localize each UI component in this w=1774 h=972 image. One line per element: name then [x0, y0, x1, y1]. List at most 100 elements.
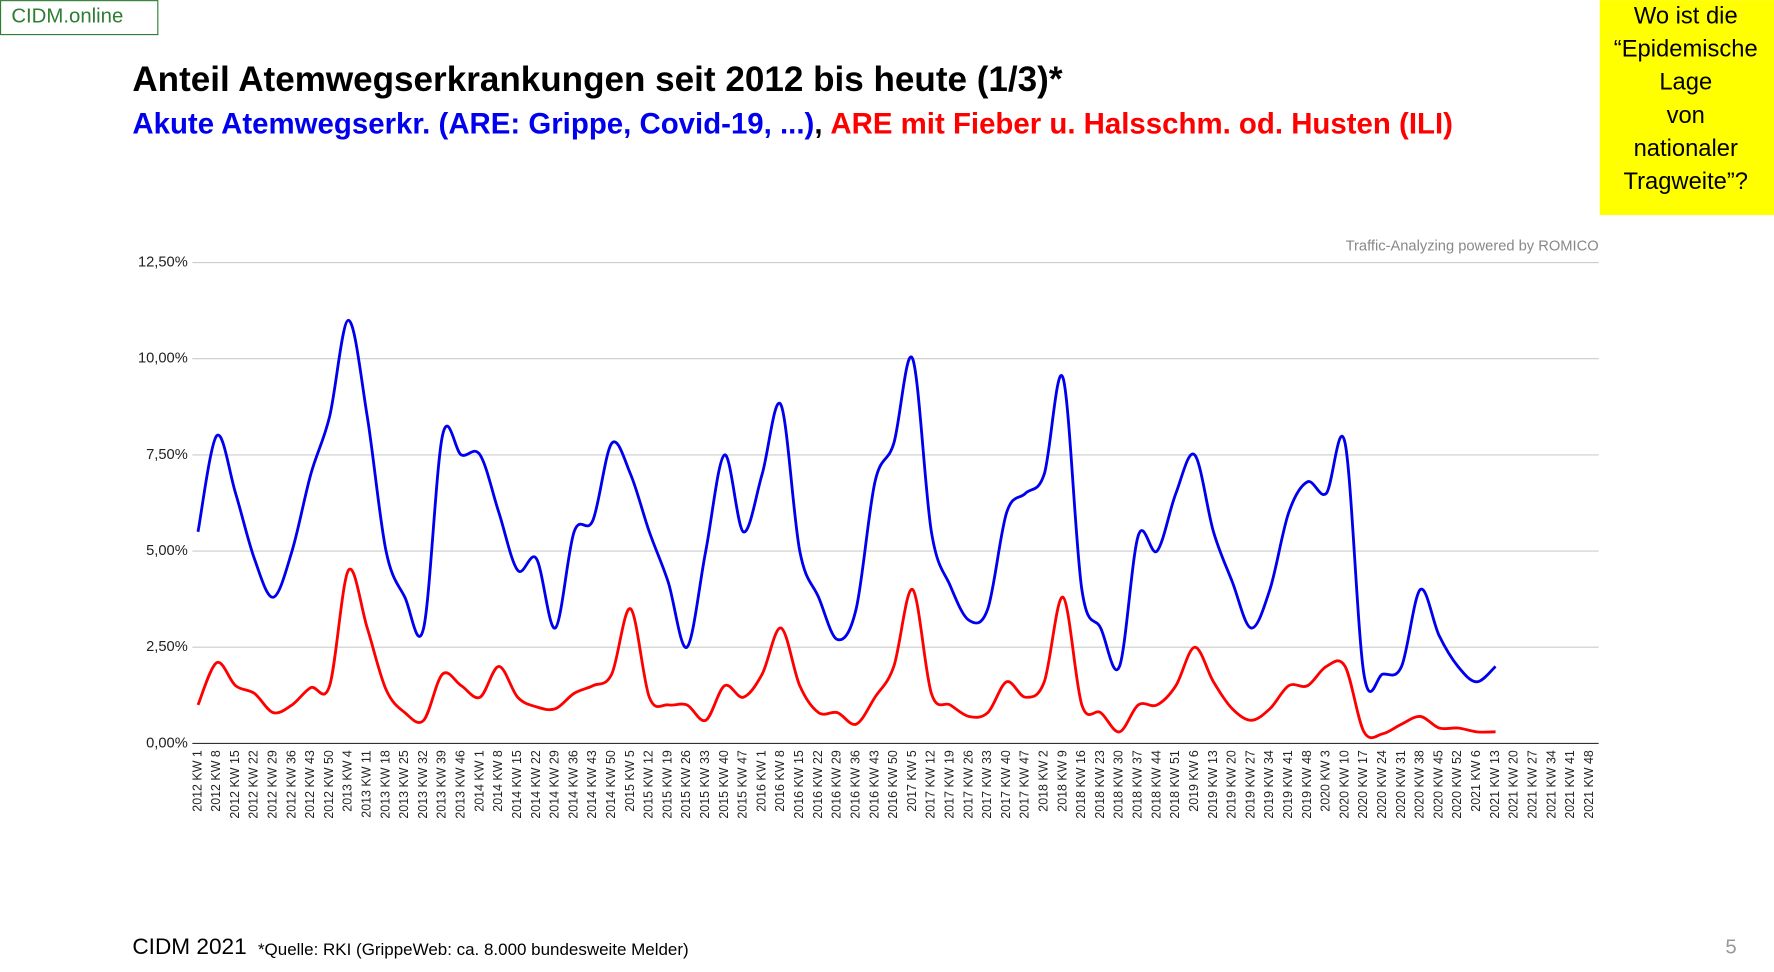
subtitle: Akute Atemwegserkr. (ARE: Grippe, Covid-… — [132, 107, 1453, 140]
x-tick-label: 2017 KW 47 — [1018, 750, 1032, 819]
x-tick-label: 2018 KW 16 — [1074, 750, 1088, 819]
callout-line: Tragweite”? — [1623, 168, 1748, 195]
x-tick-label: 2016 KW 43 — [867, 750, 881, 819]
callout-line: Lage — [1659, 69, 1712, 96]
x-tick-label: 2019 KW 13 — [1206, 750, 1220, 819]
x-tick-label: 2017 KW 19 — [942, 750, 956, 819]
callout-line: “Epidemische — [1614, 35, 1758, 62]
x-tick-label: 2020 KW 38 — [1413, 750, 1427, 819]
x-tick-label: 2012 KW 8 — [209, 750, 223, 812]
x-tick-label: 2016 KW 15 — [792, 750, 806, 819]
data-line — [196, 567, 1496, 740]
x-tick-label: 2021 KW 27 — [1525, 750, 1539, 819]
legend-entry: ARE mit Fieber u. Halsschm. od. Husten (… — [830, 107, 1453, 140]
x-tick-label: 2012 KW 36 — [284, 750, 298, 819]
x-tick-label: 2018 KW 23 — [1093, 750, 1107, 819]
x-tick-label: 2019 KW 20 — [1225, 750, 1239, 819]
x-tick-label: 2019 KW 34 — [1262, 750, 1276, 819]
x-tick-label: 2013 KW 46 — [454, 750, 468, 819]
x-tick-label: 2016 KW 8 — [773, 750, 787, 812]
x-tick-label: 2018 KW 44 — [1149, 750, 1163, 819]
x-tick-label: 2021 KW 34 — [1544, 750, 1558, 819]
x-tick-label: 2018 KW 9 — [1055, 750, 1069, 812]
annotation: Traffic-Analyzing powered by ROMICO — [1346, 239, 1599, 255]
x-tick-label: 2015 KW 19 — [660, 750, 674, 819]
x-tick-label: 2020 KW 52 — [1450, 750, 1464, 819]
x-tick-label: 2013 KW 32 — [416, 750, 430, 819]
x-tick-label: 2019 KW 48 — [1300, 750, 1314, 819]
x-tick-label: 2019 KW 27 — [1243, 750, 1257, 819]
x-tick-label: 2014 KW 22 — [529, 750, 543, 819]
callout-box — [1599, 0, 1774, 216]
x-tick-label: 2012 KW 22 — [247, 750, 261, 819]
x-tick-label: 2020 KW 24 — [1375, 750, 1389, 819]
x-tick-label: 2012 KW 50 — [322, 750, 336, 819]
x-tick-label: 2018 KW 2 — [1037, 750, 1051, 812]
x-tick-label: 2017 KW 26 — [961, 750, 975, 819]
x-tick-label: 2021 KW 20 — [1507, 750, 1521, 819]
subtitle-separator: , — [814, 107, 822, 140]
brand-box — [0, 0, 159, 36]
x-tick-label: 2015 KW 26 — [679, 750, 693, 819]
legend-entry: Akute Atemwegserkr. (ARE: Grippe, Covid-… — [132, 107, 814, 140]
x-tick-label: 2013 KW 18 — [378, 750, 392, 819]
x-tick-label: 2016 KW 22 — [811, 750, 825, 819]
footer-source: *Quelle: RKI (GrippeWeb: ca. 8.000 bunde… — [258, 940, 689, 959]
x-tick-label: 2013 KW 39 — [435, 750, 449, 819]
x-tick-label: 2020 KW 17 — [1356, 750, 1370, 819]
y-tick-label: 5,00% — [146, 543, 188, 559]
x-tick-label: 2014 KW 50 — [604, 750, 618, 819]
y-tick-label: 10,00% — [138, 351, 188, 367]
x-tick-label: 2017 KW 5 — [905, 750, 919, 812]
x-tick-label: 2021 KW 13 — [1488, 750, 1502, 819]
brand: CIDM.online — [11, 5, 123, 27]
x-tick-label: 2013 KW 11 — [360, 750, 374, 818]
x-tick-label: 2017 KW 12 — [924, 750, 938, 819]
y-tick-label: 12,50% — [138, 254, 188, 270]
x-tick-label: 2012 KW 1 — [190, 750, 204, 812]
x-tick-label: 2015 KW 40 — [717, 750, 731, 819]
x-tick-label: 2014 KW 8 — [491, 750, 505, 812]
x-tick-label: 2015 KW 12 — [642, 750, 656, 819]
x-tick-label: 2012 KW 15 — [228, 750, 242, 819]
x-tick-label: 2017 KW 33 — [980, 750, 994, 819]
y-tick-label: 7,50% — [146, 447, 188, 463]
x-tick-label: 2018 KW 51 — [1168, 750, 1182, 819]
x-tick-label: 2013 KW 25 — [397, 750, 411, 819]
x-tick-label: 2016 KW 50 — [886, 750, 900, 819]
callout-line: Wo ist die — [1634, 2, 1738, 29]
x-tick-label: 2017 KW 40 — [999, 750, 1013, 819]
x-tick-label: 2012 KW 29 — [265, 750, 279, 819]
x-tick-label: 2015 KW 5 — [623, 750, 637, 812]
y-tick-label: 0,00% — [146, 735, 188, 751]
x-tick-label: 2014 KW 15 — [510, 750, 524, 819]
callout-line: von — [1667, 102, 1705, 129]
x-tick-label: 2014 KW 36 — [566, 750, 580, 819]
page-number: 5 — [1725, 937, 1736, 959]
footer-left: CIDM 2021 — [132, 934, 246, 959]
x-tick-label: 2019 KW 41 — [1281, 750, 1295, 819]
x-tick-label: 2016 KW 1 — [754, 750, 768, 812]
x-tick-label: 2014 KW 29 — [548, 750, 562, 819]
chart-title: Anteil Atemwegserkrankungen seit 2012 bi… — [132, 60, 1062, 99]
x-tick-label: 2021 KW 48 — [1582, 750, 1596, 819]
x-tick-label: 2012 KW 43 — [303, 750, 317, 819]
data-line — [196, 318, 1497, 693]
x-tick-label: 2015 KW 47 — [736, 750, 750, 819]
x-tick-label: 2013 KW 4 — [341, 750, 355, 812]
x-tick-label: 2014 KW 43 — [585, 750, 599, 819]
x-tick-label: 2020 KW 45 — [1431, 750, 1445, 819]
x-tick-label: 2020 KW 10 — [1337, 750, 1351, 819]
x-tick-label: 2019 KW 6 — [1187, 750, 1201, 812]
y-tick-label: 2,50% — [146, 639, 188, 655]
callout-line: nationaler — [1634, 135, 1738, 162]
x-tick-label: 2016 KW 36 — [848, 750, 862, 819]
x-tick-label: 2016 KW 29 — [830, 750, 844, 819]
x-tick-label: 2021 KW 6 — [1469, 750, 1483, 812]
x-tick-label: 2018 KW 30 — [1112, 750, 1126, 819]
x-tick-label: 2014 KW 1 — [472, 750, 486, 812]
x-tick-label: 2020 KW 3 — [1319, 750, 1333, 812]
x-tick-label: 2015 KW 33 — [698, 750, 712, 819]
